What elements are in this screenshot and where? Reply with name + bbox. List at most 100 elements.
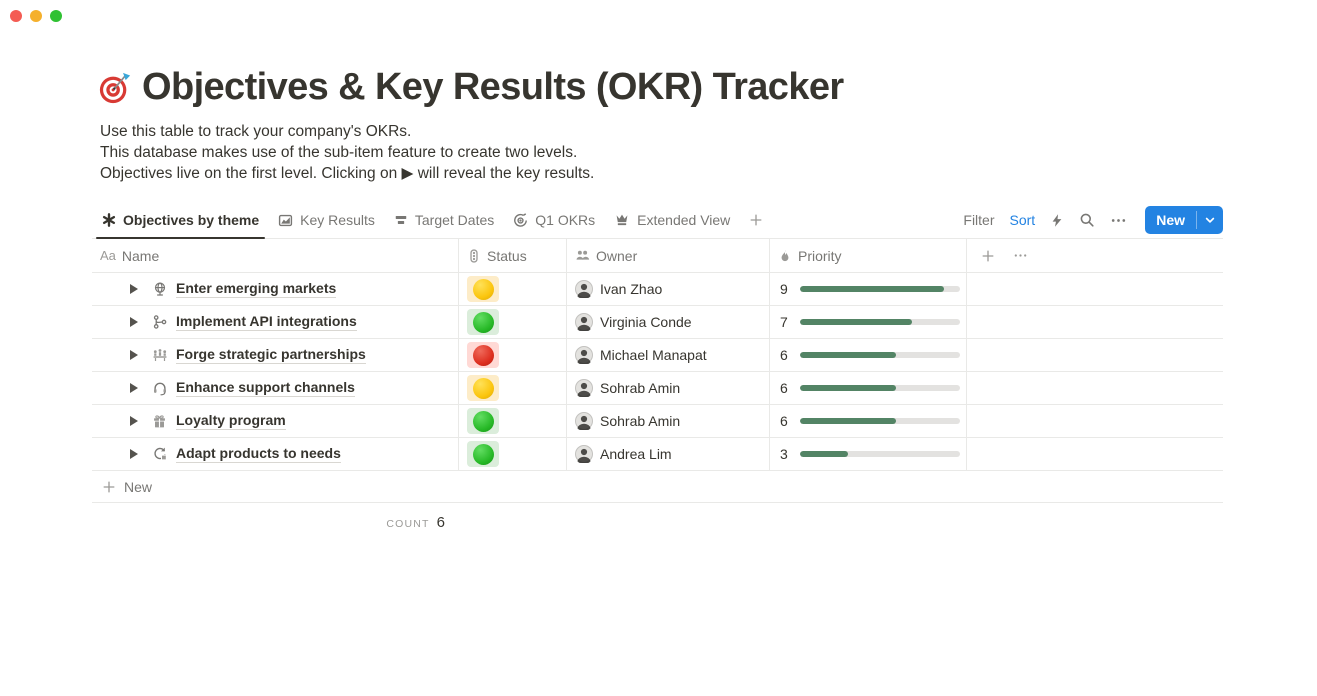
- sync-icon: [152, 446, 168, 462]
- lightning-icon[interactable]: [1050, 213, 1064, 228]
- green-circle-icon: [472, 410, 494, 432]
- filter-button[interactable]: Filter: [963, 212, 995, 228]
- row-title-link[interactable]: Enhance support channels: [176, 379, 355, 397]
- table-row: Loyalty program Sohrab Amin 6: [92, 405, 1223, 438]
- priority-cell[interactable]: 6: [770, 372, 967, 404]
- column-header-name[interactable]: Aa Name: [92, 239, 459, 272]
- people-icon: [575, 248, 590, 263]
- empty-cell: [967, 273, 1223, 305]
- name-cell[interactable]: Adapt products to needs: [92, 438, 459, 470]
- name-cell[interactable]: Enter emerging markets: [92, 273, 459, 305]
- expand-toggle[interactable]: [126, 350, 142, 360]
- asterisk-icon: [102, 213, 116, 227]
- column-header-owner[interactable]: Owner: [567, 239, 770, 272]
- zoom-window-button[interactable]: [50, 10, 62, 22]
- owner-cell[interactable]: Andrea Lim: [567, 438, 770, 470]
- expand-toggle[interactable]: [126, 449, 142, 459]
- description-line[interactable]: This database makes use of the sub-item …: [100, 144, 578, 161]
- calculation-row: COUNT 6: [92, 507, 1223, 537]
- owner-cell[interactable]: Virginia Conde: [567, 306, 770, 338]
- name-cell[interactable]: Enhance support channels: [92, 372, 459, 404]
- status-cell[interactable]: [459, 405, 567, 437]
- tab-extended-view[interactable]: Extended View: [614, 202, 730, 238]
- priority-cell[interactable]: 9: [770, 273, 967, 305]
- sort-button[interactable]: Sort: [1009, 212, 1036, 228]
- row-title-link[interactable]: Implement API integrations: [176, 313, 357, 331]
- green-circle-icon: [472, 443, 494, 465]
- priority-value: 6: [780, 413, 788, 429]
- name-cell[interactable]: Loyalty program: [92, 405, 459, 437]
- database-toolbar: Filter Sort New: [963, 206, 1223, 234]
- gift-icon: [152, 414, 167, 429]
- owner-cell[interactable]: Sohrab Amin: [567, 372, 770, 404]
- owner-name: Andrea Lim: [600, 446, 672, 462]
- owner-cell[interactable]: Michael Manapat: [567, 339, 770, 371]
- column-header-status[interactable]: Status: [459, 239, 567, 272]
- add-view-button[interactable]: [749, 213, 763, 227]
- expand-toggle[interactable]: [126, 416, 142, 426]
- count-calculation[interactable]: COUNT 6: [92, 514, 459, 531]
- expand-toggle[interactable]: [126, 317, 142, 327]
- expand-toggle[interactable]: [126, 383, 142, 393]
- expand-toggle[interactable]: [126, 284, 142, 294]
- column-header-priority[interactable]: Priority: [770, 239, 967, 272]
- column-label: Status: [487, 247, 527, 264]
- row-title-link[interactable]: Enter emerging markets: [176, 280, 337, 298]
- triangle-right-icon: [130, 317, 138, 327]
- avatar: [575, 313, 593, 331]
- table-more-icon[interactable]: [1013, 248, 1028, 263]
- row-title-link[interactable]: Adapt products to needs: [176, 445, 341, 463]
- description-line[interactable]: Objectives live on the first level. Clic…: [100, 165, 595, 182]
- empty-cell: [967, 372, 1223, 404]
- owner-name: Michael Manapat: [600, 347, 707, 363]
- status-badge-green[interactable]: [467, 441, 499, 467]
- crown-icon: [614, 212, 630, 228]
- tab-target-dates[interactable]: Target Dates: [394, 202, 494, 238]
- page-title[interactable]: Objectives & Key Results (OKR) Tracker: [142, 66, 844, 108]
- status-cell[interactable]: [459, 339, 567, 371]
- status-cell[interactable]: [459, 306, 567, 338]
- count-label: COUNT: [386, 517, 430, 530]
- new-button-label[interactable]: New: [1156, 212, 1185, 228]
- aa-icon: Aa: [100, 248, 116, 263]
- tab-q1-okrs[interactable]: Q1 OKRs: [513, 202, 595, 238]
- owner-name: Sohrab Amin: [600, 380, 681, 396]
- priority-cell[interactable]: 3: [770, 438, 967, 470]
- close-window-button[interactable]: [10, 10, 22, 22]
- minimize-window-button[interactable]: [30, 10, 42, 22]
- chevron-down-icon[interactable]: [1197, 206, 1223, 234]
- priority-cell[interactable]: 7: [770, 306, 967, 338]
- tab-objectives-by-theme[interactable]: Objectives by theme: [95, 202, 266, 239]
- add-column-button[interactable]: [981, 249, 995, 263]
- name-cell[interactable]: Forge strategic partnerships: [92, 339, 459, 371]
- description-line[interactable]: Use this table to track your company's O…: [100, 123, 412, 140]
- column-label: Owner: [596, 247, 638, 264]
- new-button-divider: [1196, 211, 1197, 229]
- status-cell[interactable]: [459, 372, 567, 404]
- new-button[interactable]: New: [1145, 206, 1223, 234]
- name-cell[interactable]: Implement API integrations: [92, 306, 459, 338]
- priority-cell[interactable]: 6: [770, 339, 967, 371]
- owner-cell[interactable]: Ivan Zhao: [567, 273, 770, 305]
- owner-cell[interactable]: Sohrab Amin: [567, 405, 770, 437]
- more-options-icon[interactable]: [1110, 212, 1127, 229]
- status-badge-green[interactable]: [467, 309, 499, 335]
- row-title-link[interactable]: Loyalty program: [176, 412, 286, 430]
- status-badge-yellow[interactable]: [467, 375, 499, 401]
- table-row: Enhance support channels Sohrab Amin 6: [92, 372, 1223, 405]
- new-row-button[interactable]: New: [92, 471, 1223, 503]
- priority-progress-bar: [800, 286, 960, 292]
- priority-cell[interactable]: 6: [770, 405, 967, 437]
- table-row: Enter emerging markets Ivan Zhao 9: [92, 273, 1223, 306]
- status-badge-red[interactable]: [467, 342, 499, 368]
- column-header-extra: [967, 239, 1223, 272]
- status-badge-green[interactable]: [467, 408, 499, 434]
- row-title-link[interactable]: Forge strategic partnerships: [176, 346, 366, 364]
- status-badge-yellow[interactable]: [467, 276, 499, 302]
- page-description[interactable]: Use this table to track your company's O…: [100, 121, 1223, 184]
- search-icon[interactable]: [1079, 212, 1095, 228]
- status-cell[interactable]: [459, 273, 567, 305]
- status-cell[interactable]: [459, 438, 567, 470]
- tab-label: Q1 OKRs: [535, 212, 596, 228]
- tab-key-results[interactable]: Key Results: [278, 202, 375, 238]
